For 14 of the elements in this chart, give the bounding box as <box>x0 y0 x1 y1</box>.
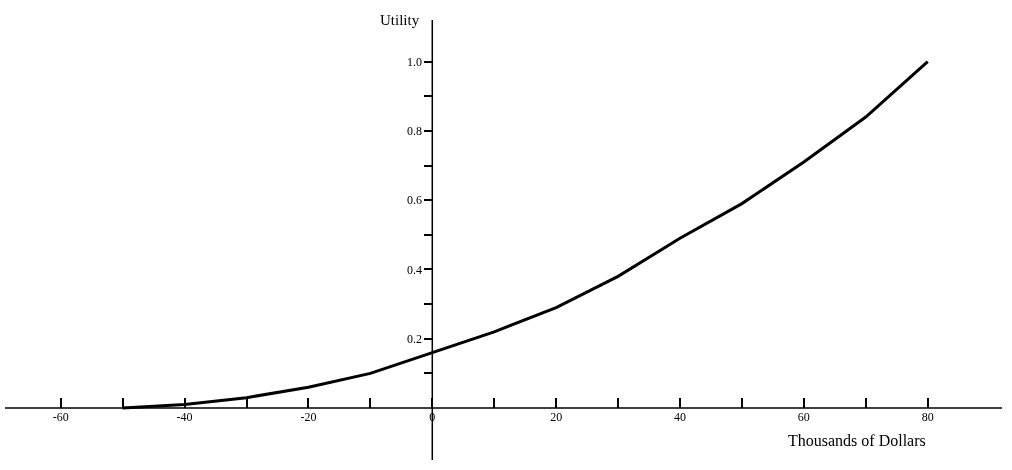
x-tick-label: -60 <box>52 410 69 425</box>
x-tick-label: 20 <box>550 410 563 425</box>
x-axis-title: Thousands of Dollars <box>788 432 926 449</box>
x-tick-label: -20 <box>300 410 317 425</box>
x-tick-label: 60 <box>797 410 810 425</box>
y-tick-label: 0.8 <box>406 124 422 139</box>
y-tick-label: 0.2 <box>406 331 422 346</box>
x-tick-label: -40 <box>176 410 193 425</box>
y-axis-title: Utility <box>380 12 420 28</box>
y-tick-label: 1.0 <box>406 54 422 69</box>
x-tick-label: 80 <box>921 410 934 425</box>
y-tick-label: 0.4 <box>406 262 422 277</box>
y-tick-label: 0.6 <box>406 193 422 208</box>
x-tick-label: 40 <box>673 410 686 425</box>
